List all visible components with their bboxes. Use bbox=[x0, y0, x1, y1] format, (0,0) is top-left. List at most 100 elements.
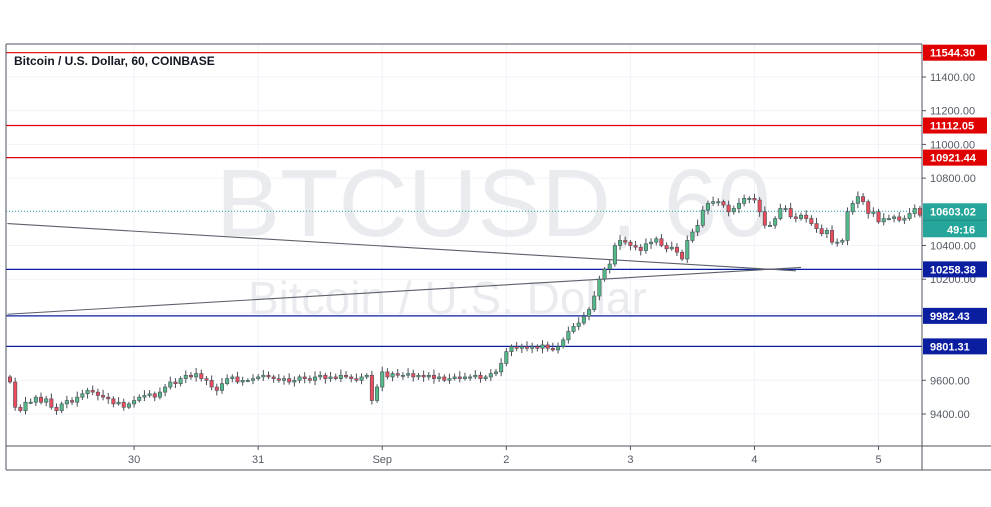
candle[interactable] bbox=[282, 375, 287, 385]
candle[interactable] bbox=[747, 196, 752, 204]
candle[interactable] bbox=[478, 371, 483, 383]
candle[interactable] bbox=[168, 376, 173, 390]
candle[interactable] bbox=[95, 388, 100, 401]
candle[interactable] bbox=[535, 344, 540, 352]
candle[interactable] bbox=[318, 371, 323, 381]
candle[interactable] bbox=[111, 396, 116, 408]
candle[interactable] bbox=[845, 207, 850, 246]
candle[interactable] bbox=[328, 372, 333, 382]
candle[interactable] bbox=[685, 235, 690, 263]
candle[interactable] bbox=[773, 216, 778, 229]
candle[interactable] bbox=[204, 376, 209, 386]
candle[interactable] bbox=[488, 369, 493, 382]
candle[interactable] bbox=[344, 371, 349, 379]
candle[interactable] bbox=[623, 236, 628, 245]
candle[interactable] bbox=[390, 371, 395, 382]
candle[interactable] bbox=[121, 398, 126, 411]
candle[interactable] bbox=[54, 403, 59, 415]
candle[interactable] bbox=[711, 196, 716, 206]
candle[interactable] bbox=[183, 370, 188, 384]
candle[interactable] bbox=[643, 238, 648, 254]
candle[interactable] bbox=[28, 398, 33, 405]
candle[interactable] bbox=[33, 394, 38, 407]
candle[interactable] bbox=[674, 243, 679, 256]
candle[interactable] bbox=[752, 193, 757, 204]
candle[interactable] bbox=[468, 374, 473, 381]
candle[interactable] bbox=[147, 390, 152, 398]
candle[interactable] bbox=[214, 383, 219, 396]
candle[interactable] bbox=[23, 396, 28, 415]
candle[interactable] bbox=[431, 369, 436, 384]
candle[interactable] bbox=[762, 206, 767, 229]
candle[interactable] bbox=[902, 215, 907, 225]
candle[interactable] bbox=[8, 374, 13, 384]
candle[interactable] bbox=[90, 385, 95, 396]
candle[interactable] bbox=[240, 376, 245, 386]
candle[interactable] bbox=[18, 404, 23, 413]
candle[interactable] bbox=[126, 401, 131, 410]
candle[interactable] bbox=[209, 375, 214, 391]
candle[interactable] bbox=[142, 390, 147, 402]
candle[interactable] bbox=[406, 368, 411, 379]
candle[interactable] bbox=[612, 242, 617, 267]
candle[interactable] bbox=[830, 225, 835, 245]
horizontal-levels[interactable] bbox=[6, 52, 922, 347]
candle[interactable] bbox=[504, 347, 509, 367]
candle[interactable] bbox=[152, 391, 157, 402]
candle[interactable] bbox=[219, 377, 224, 394]
candle[interactable] bbox=[101, 389, 106, 401]
candle[interactable] bbox=[793, 212, 798, 223]
candle[interactable] bbox=[861, 192, 866, 205]
candle[interactable] bbox=[912, 204, 917, 218]
candle[interactable] bbox=[819, 224, 824, 237]
candle[interactable] bbox=[199, 369, 204, 382]
candle[interactable] bbox=[659, 234, 664, 248]
candle[interactable] bbox=[876, 208, 881, 224]
candle[interactable] bbox=[524, 341, 529, 352]
candle[interactable] bbox=[75, 391, 80, 407]
candle[interactable] bbox=[566, 326, 571, 344]
candle[interactable] bbox=[871, 207, 876, 217]
candle[interactable] bbox=[163, 384, 168, 397]
candle[interactable] bbox=[106, 392, 111, 404]
candle[interactable] bbox=[835, 238, 840, 247]
candle[interactable] bbox=[592, 290, 597, 312]
candle[interactable] bbox=[173, 378, 178, 389]
candle[interactable] bbox=[400, 372, 405, 380]
candle[interactable] bbox=[333, 373, 338, 381]
candle[interactable] bbox=[416, 372, 421, 380]
trendline[interactable] bbox=[7, 266, 802, 315]
candle[interactable] bbox=[840, 238, 845, 245]
candle[interactable] bbox=[757, 196, 762, 217]
candle[interactable] bbox=[669, 241, 674, 251]
candle[interactable] bbox=[783, 205, 788, 213]
candle[interactable] bbox=[814, 217, 819, 233]
candle[interactable] bbox=[359, 373, 364, 385]
candle[interactable] bbox=[545, 341, 550, 352]
candle[interactable] bbox=[850, 200, 855, 215]
candle[interactable] bbox=[338, 369, 343, 383]
time-axis[interactable]: 30 31 Sep 2 3 4 5 bbox=[128, 446, 882, 466]
candle[interactable] bbox=[137, 394, 142, 403]
candle[interactable] bbox=[881, 213, 886, 226]
candle[interactable] bbox=[266, 371, 271, 380]
candle[interactable] bbox=[664, 242, 669, 253]
candle[interactable] bbox=[602, 267, 607, 282]
candle[interactable] bbox=[44, 395, 49, 407]
candle[interactable] bbox=[721, 199, 726, 208]
candle[interactable] bbox=[411, 369, 416, 382]
candle[interactable] bbox=[313, 371, 318, 386]
candle[interactable] bbox=[633, 240, 638, 251]
candle[interactable] bbox=[607, 259, 612, 274]
candle[interactable] bbox=[731, 205, 736, 215]
candle[interactable] bbox=[799, 212, 804, 221]
candle[interactable] bbox=[354, 373, 359, 383]
candle[interactable] bbox=[261, 370, 266, 381]
candle[interactable] bbox=[519, 343, 524, 354]
candle[interactable] bbox=[483, 374, 488, 381]
candle[interactable] bbox=[307, 375, 312, 384]
candle[interactable] bbox=[628, 239, 633, 251]
candle[interactable] bbox=[514, 342, 519, 352]
candle[interactable] bbox=[866, 199, 871, 219]
